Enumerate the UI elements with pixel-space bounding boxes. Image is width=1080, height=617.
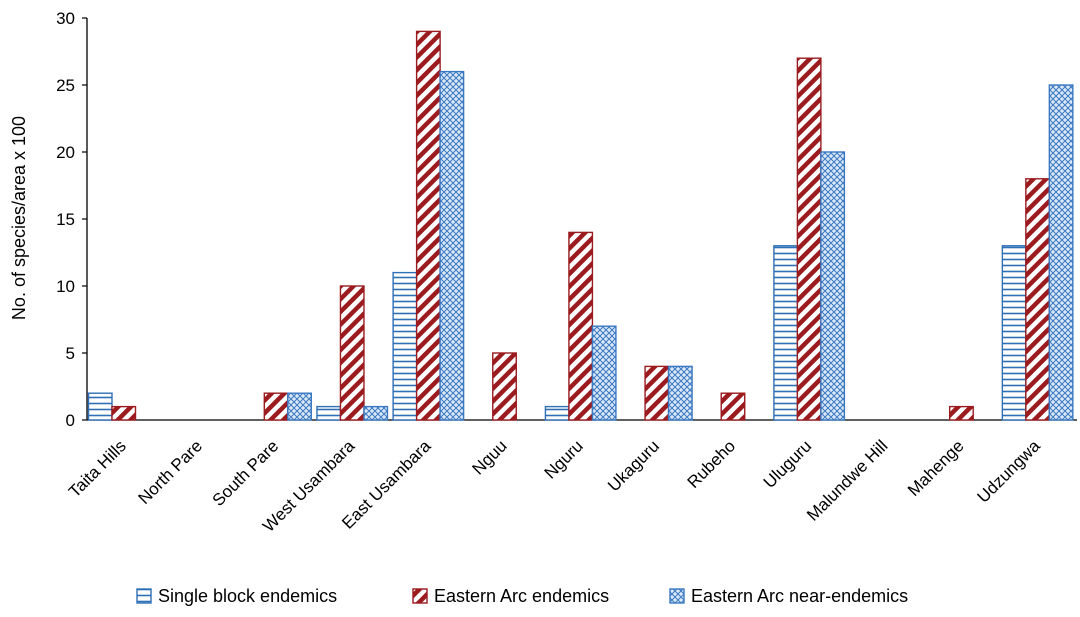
bar-horizontal-stripes [316, 405, 342, 421]
bar-horizontal-stripes [544, 405, 570, 421]
x-category-label: Nguru [541, 436, 587, 482]
bar-diagonal-stripes [111, 405, 137, 421]
bar-crosshatch [1048, 84, 1074, 421]
bar-diagonal-stripes [263, 392, 289, 421]
legend-label: Eastern Arc near-endemics [691, 586, 908, 606]
x-category-label: Ukaguru [604, 436, 663, 495]
bar-diagonal-stripes [720, 392, 746, 421]
plot-area: 0 5 10 15 20 25 30 Taita Hills North Pare South P… [56, 9, 1077, 536]
x-category-label: Malundwe Hill [803, 436, 891, 524]
bar-horizontal-stripes [1001, 245, 1027, 421]
bar-crosshatch [667, 365, 693, 421]
x-category-label: Nguu [469, 436, 511, 478]
bar-horizontal-stripes [392, 271, 418, 421]
legend-swatch [669, 588, 685, 604]
y-tick-label: 10 [56, 277, 75, 296]
bar-crosshatch [591, 325, 617, 421]
bar-crosshatch [439, 70, 465, 421]
bar-diagonal-stripes [568, 231, 594, 421]
legend-label: Eastern Arc endemics [434, 586, 609, 606]
bar-diagonal-stripes [492, 352, 517, 421]
bar-diagonal-stripes [948, 405, 974, 421]
y-tick-label: 25 [56, 76, 75, 95]
x-category-label: Uluguru [760, 436, 816, 492]
legend-label: Single block endemics [158, 586, 337, 606]
bar-diagonal-stripes [1025, 178, 1051, 421]
y-tick-label: 5 [66, 344, 75, 363]
bar-diagonal-stripes [644, 365, 670, 421]
x-category-label: South Pare [209, 436, 283, 510]
x-category-label: Taita Hills [65, 436, 130, 501]
bar-crosshatch [820, 151, 846, 421]
legend-swatch [136, 588, 152, 604]
bar-diagonal-stripes [415, 30, 441, 421]
bar-horizontal-stripes [87, 392, 113, 421]
x-category-label: Mahenge [904, 436, 968, 500]
x-category-label: North Pare [134, 436, 206, 508]
y-tick-label: 0 [66, 411, 75, 430]
y-tick-label: 15 [56, 210, 75, 229]
legend-swatch [412, 588, 428, 604]
bar-diagonal-stripes [339, 285, 365, 421]
y-tick-label: 20 [56, 143, 75, 162]
bar-crosshatch [287, 392, 313, 421]
bar-horizontal-stripes [773, 245, 799, 421]
x-category-label: Udzungwa [974, 436, 1045, 507]
legend: Single block endemics Eastern Arc endemic… [136, 586, 908, 606]
y-tick-label: 30 [56, 9, 75, 28]
y-axis-title: No. of species/area x 100 [9, 116, 29, 320]
x-category-label: Rubeho [684, 436, 740, 492]
bar-crosshatch [363, 405, 389, 421]
bar-diagonal-stripes [796, 57, 822, 421]
